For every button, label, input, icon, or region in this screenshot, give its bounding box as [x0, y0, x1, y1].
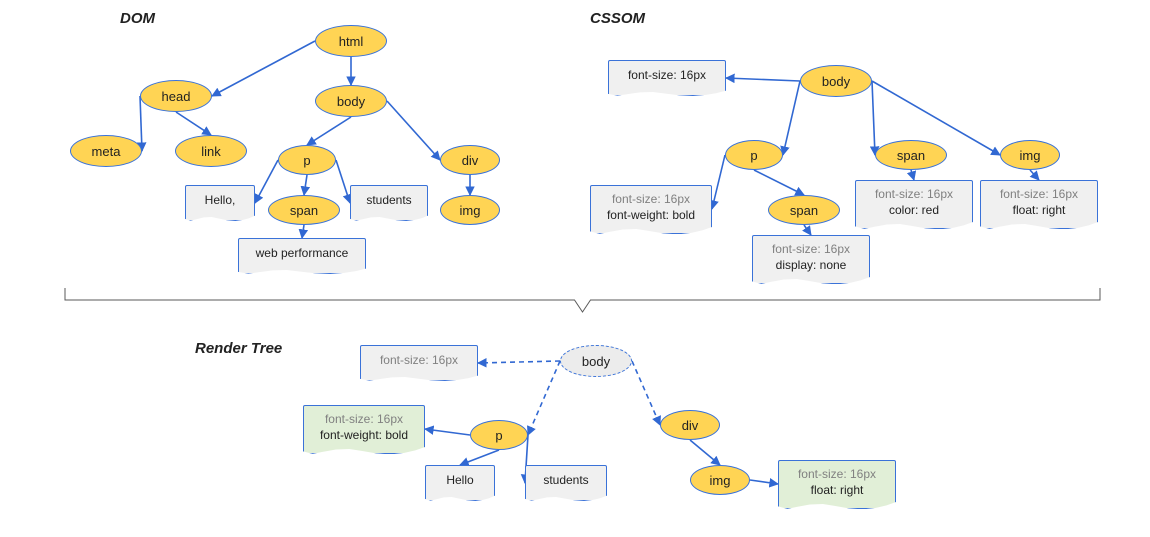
doc-box-w_r_hello: Hello [425, 465, 495, 501]
node-d_html: html [315, 25, 387, 57]
edge [387, 101, 440, 160]
node-label: img [1020, 148, 1041, 163]
node-r_p: p [470, 420, 528, 450]
doc-box-line: font-size: 16px [875, 186, 953, 202]
edge [425, 429, 470, 435]
edge [872, 81, 875, 155]
node-label: html [339, 34, 364, 49]
doc-box-line: font-size: 16px [772, 241, 850, 257]
section-title-dom: DOM [120, 10, 155, 27]
node-r_div: div [660, 410, 720, 440]
edge [632, 361, 660, 425]
node-r_img: img [690, 465, 750, 495]
edge [255, 160, 278, 203]
node-c_img: img [1000, 140, 1060, 170]
node-label: p [750, 148, 757, 163]
node-label: p [303, 153, 310, 168]
doc-box-line: font-weight: bold [320, 427, 408, 443]
doc-box-w_c_span: font-size: 16pxdisplay: none [752, 235, 870, 284]
doc-box-line: font-size: 16px [325, 411, 403, 427]
node-label: span [290, 203, 318, 218]
edge [307, 117, 351, 145]
edge [783, 81, 800, 155]
node-d_img: img [440, 195, 500, 225]
doc-box-w_r_img: font-size: 16pxfloat: right [778, 460, 896, 509]
node-d_p: p [278, 145, 336, 175]
doc-box-line: font-size: 16px [1000, 186, 1078, 202]
doc-box-line: float: right [1013, 202, 1066, 218]
doc-box-w_r_body: font-size: 16px [360, 345, 478, 381]
doc-box-line: display: none [776, 257, 847, 273]
node-r_body: body [560, 345, 632, 377]
edge [911, 170, 914, 180]
doc-box-line: font-size: 16px [380, 352, 458, 368]
edge [336, 160, 350, 203]
node-d_head: head [140, 80, 212, 112]
node-label: span [897, 148, 925, 163]
node-label: body [582, 354, 610, 369]
node-c_body: body [800, 65, 872, 97]
node-d_span: span [268, 195, 340, 225]
doc-box-line: Hello, [205, 192, 236, 208]
edge [726, 78, 800, 81]
node-label: meta [92, 144, 121, 159]
doc-box-line: web performance [256, 245, 349, 261]
doc-box-line: font-size: 16px [798, 466, 876, 482]
doc-box-w_c_span2: font-size: 16pxcolor: red [855, 180, 973, 229]
node-c_span2: span [875, 140, 947, 170]
edge [690, 440, 720, 465]
edge [460, 450, 499, 465]
node-label: div [462, 153, 479, 168]
edge [1030, 170, 1039, 180]
edge [712, 155, 725, 209]
doc-box-w_c_body: font-size: 16px [608, 60, 726, 96]
edge [750, 480, 778, 484]
section-title-cssom: CSSOM [590, 10, 645, 27]
node-label: p [495, 428, 502, 443]
doc-box-w_hello: Hello, [185, 185, 255, 221]
section-title-render: Render Tree [195, 340, 282, 357]
edge [528, 361, 560, 435]
edge [176, 112, 211, 135]
merge-bracket [65, 288, 1100, 312]
doc-box-line: students [543, 472, 588, 488]
node-label: body [337, 94, 365, 109]
node-d_body: body [315, 85, 387, 117]
doc-box-line: students [366, 192, 411, 208]
node-label: img [460, 203, 481, 218]
doc-box-w_students: students [350, 185, 428, 221]
node-label: img [710, 473, 731, 488]
node-label: head [162, 89, 191, 104]
node-label: body [822, 74, 850, 89]
node-c_p: p [725, 140, 783, 170]
doc-box-line: font-size: 16px [628, 67, 706, 83]
doc-box-line: font-size: 16px [612, 191, 690, 207]
doc-box-line: font-weight: bold [607, 207, 695, 223]
edge [140, 96, 142, 151]
doc-box-w_r_stud: students [525, 465, 607, 501]
node-c_span: span [768, 195, 840, 225]
doc-box-line: float: right [811, 482, 864, 498]
edge [804, 225, 811, 235]
edge [304, 175, 307, 195]
node-d_link: link [175, 135, 247, 167]
doc-box-w_r_p: font-size: 16pxfont-weight: bold [303, 405, 425, 454]
diagram-stage: DOM CSSOM Render Tree html head body meta link p… [0, 0, 1150, 537]
edge [212, 41, 315, 96]
node-d_div: div [440, 145, 500, 175]
node-label: link [201, 144, 221, 159]
node-d_meta: meta [70, 135, 142, 167]
doc-box-w_c_img: font-size: 16pxfloat: right [980, 180, 1098, 229]
edge [478, 361, 560, 363]
node-label: span [790, 203, 818, 218]
edge [754, 170, 804, 195]
doc-box-line: Hello [446, 472, 473, 488]
doc-box-w_webperf: web performance [238, 238, 366, 274]
edge [302, 225, 304, 238]
doc-box-w_c_p: font-size: 16pxfont-weight: bold [590, 185, 712, 234]
doc-box-line: color: red [889, 202, 939, 218]
node-label: div [682, 418, 699, 433]
